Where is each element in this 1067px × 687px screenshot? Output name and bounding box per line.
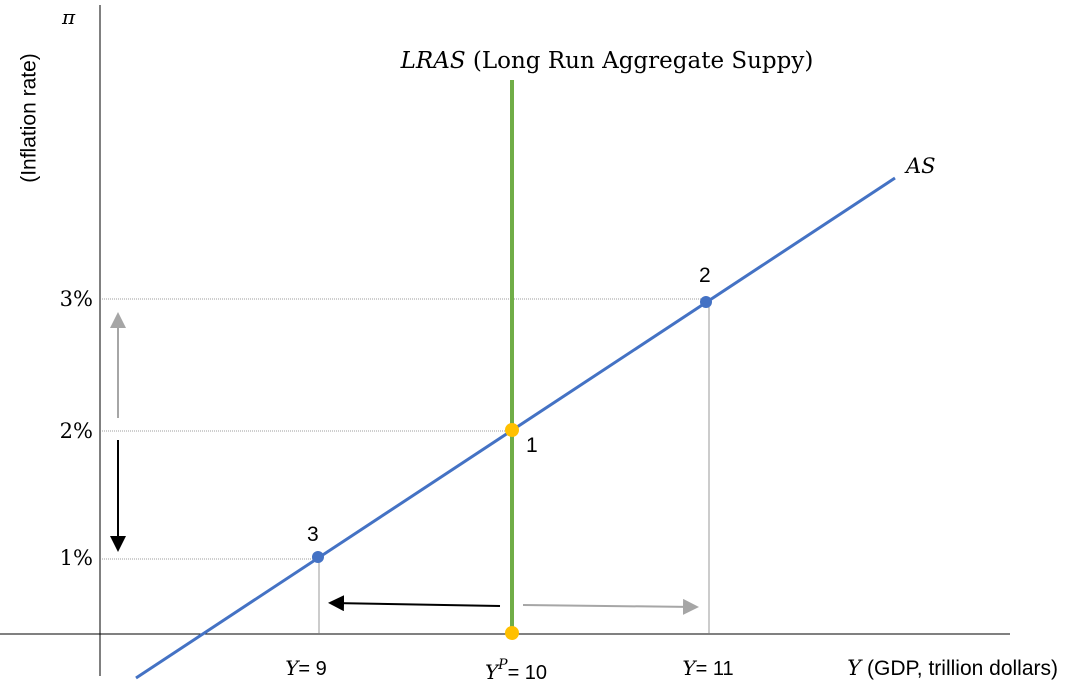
y-axis-label: (Inflation rate) bbox=[18, 53, 41, 183]
x-tick-yp10: YP= 10 bbox=[485, 657, 547, 684]
potential-output-point bbox=[505, 626, 519, 640]
x-axis-symbol: Y bbox=[847, 656, 863, 680]
y-axis-symbol: π bbox=[61, 5, 76, 29]
point-2 bbox=[700, 296, 712, 308]
as-curve-label: AS bbox=[904, 154, 936, 178]
point-3 bbox=[312, 551, 324, 563]
lras-title: LRAS (Long Run Aggregate Suppy) bbox=[400, 48, 814, 74]
point-2-label: 2 bbox=[699, 264, 711, 287]
y-tick-1pct: 1% bbox=[60, 546, 93, 570]
x-axis-description: (GDP, trillion dollars) bbox=[861, 657, 1058, 680]
arrow-output-right bbox=[522, 598, 699, 615]
lras-description: (Long Run Aggregate Suppy) bbox=[466, 48, 814, 74]
point-1-label: 1 bbox=[526, 434, 538, 457]
arrow-output-left bbox=[328, 595, 501, 612]
x-tick-y11: Y= 11 bbox=[682, 656, 733, 680]
y-tick-2pct: 2% bbox=[60, 419, 93, 443]
equilibrium-point-1 bbox=[505, 423, 519, 437]
point-3-label: 3 bbox=[307, 523, 319, 546]
y-tick-3pct: 3% bbox=[60, 287, 93, 311]
x-axis-label: Y (GDP, trillion dollars) bbox=[847, 656, 1058, 680]
lras-symbol: LRAS bbox=[400, 48, 466, 74]
x-tick-y9: Y= 9 bbox=[285, 656, 327, 680]
